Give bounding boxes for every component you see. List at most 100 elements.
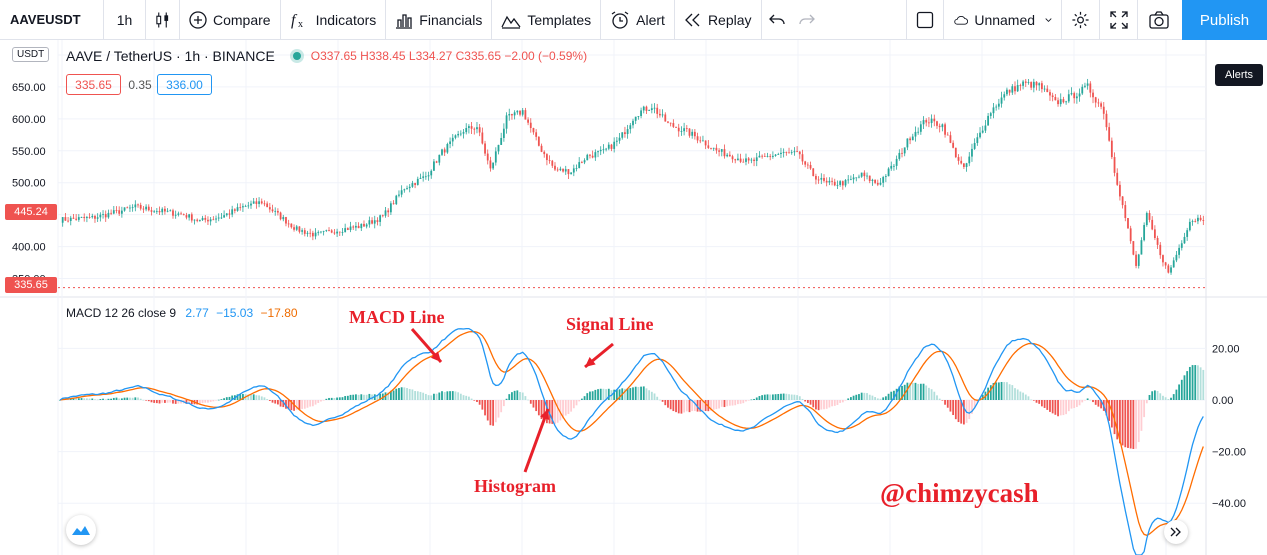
symbol-search-button[interactable]: AAVEUSDT (0, 0, 104, 40)
tradingview-logo-button[interactable] (66, 515, 96, 545)
candle-body (543, 151, 546, 155)
candle-body (357, 225, 360, 229)
candle-body (1151, 219, 1154, 230)
histogram-bar (677, 400, 680, 414)
candle-body (761, 155, 764, 157)
financials-button[interactable]: Financials (386, 0, 493, 40)
candle-body (61, 217, 64, 223)
sell-price-box[interactable]: 335.65 (66, 74, 121, 95)
histogram-bar (1043, 400, 1046, 408)
candle-body (298, 226, 301, 232)
histogram-arrow (523, 408, 550, 473)
candle-body (941, 124, 944, 128)
undo-button[interactable] (762, 0, 792, 40)
histogram-bar (287, 400, 290, 410)
histogram-bar (1092, 400, 1094, 403)
histogram-bar (239, 394, 242, 400)
histogram-bar (1038, 400, 1041, 404)
candle-body (1199, 217, 1202, 221)
histogram-bar (1175, 389, 1178, 400)
histogram-bar (806, 400, 809, 404)
histogram-bar (919, 383, 922, 400)
histogram-bar (1041, 400, 1043, 407)
histogram-bar (833, 400, 836, 406)
ohlc-values: O337.65 H338.45 L334.27 C335.65 −2.00 (−… (311, 49, 587, 63)
candle-body (1022, 81, 1024, 86)
histogram-bar (893, 390, 895, 400)
candle-body (419, 177, 422, 179)
histogram-bar (669, 400, 672, 410)
interval-button[interactable]: 1h (104, 0, 146, 40)
buy-price-box[interactable]: 336.00 (157, 74, 212, 95)
candle-body (1148, 213, 1151, 220)
histogram-bar (839, 400, 842, 403)
settings-button[interactable] (1062, 0, 1100, 40)
histogram-bar (277, 400, 279, 405)
histogram-bar (403, 387, 406, 400)
fullscreen-button[interactable] (1100, 0, 1138, 40)
candle-body (1197, 217, 1199, 222)
candle-body (500, 137, 503, 145)
histogram-bar (895, 388, 898, 400)
chart-type-button[interactable] (146, 0, 180, 40)
publish-button[interactable]: Publish (1182, 0, 1267, 40)
layout-menu-button[interactable]: Unnamed (944, 0, 1062, 40)
candle-body (556, 169, 559, 171)
candle-body (554, 165, 556, 170)
candle-body (497, 144, 500, 152)
candle-body (1170, 267, 1172, 273)
alerts-tab[interactable]: Alerts (1215, 64, 1263, 86)
histogram-bar (909, 382, 911, 400)
candle-body (502, 128, 505, 138)
histogram-bar (731, 400, 734, 406)
alert-button[interactable]: Alert (601, 0, 675, 40)
candle-body (441, 149, 443, 155)
candle-body (182, 214, 185, 216)
histogram-bar (562, 400, 564, 419)
high-value: 338.45 (368, 49, 406, 63)
candle-body (451, 137, 454, 142)
candle-body (349, 226, 352, 230)
candle-body (949, 135, 952, 143)
candle-body (809, 165, 812, 169)
histogram-bar (997, 382, 1000, 400)
histogram-bar (290, 400, 293, 411)
histogram-bar (311, 400, 314, 407)
histogram-bar (844, 400, 847, 401)
scroll-to-realtime-button[interactable] (1164, 520, 1188, 544)
candle-body (311, 232, 314, 237)
histogram-bar (338, 397, 341, 400)
histogram-bar (981, 394, 984, 400)
candle-body (952, 142, 955, 148)
histogram-bar (1140, 400, 1143, 431)
candle-body (1086, 83, 1089, 86)
candle-body (621, 132, 624, 138)
histogram-bar (427, 395, 430, 400)
candle-body (102, 214, 104, 215)
currency-badge[interactable]: USDT (12, 47, 50, 62)
fullscreen-layout-button[interactable] (906, 0, 944, 40)
candle-body (384, 210, 387, 216)
candle-body (303, 230, 306, 234)
replay-button[interactable]: Replay (675, 0, 762, 40)
histogram-bar (419, 391, 422, 400)
histogram-bar (225, 397, 228, 400)
histogram-bar (887, 393, 890, 400)
candle-body (207, 219, 209, 222)
candle-body (667, 121, 669, 123)
candle-body (1102, 106, 1105, 114)
candle-body (1089, 83, 1092, 93)
candle-body (1159, 244, 1162, 256)
compare-button[interactable]: Compare (180, 0, 281, 40)
snapshot-button[interactable] (1138, 0, 1180, 40)
chart-canvas[interactable]: 350.00400.00450.00500.00550.00600.00650.… (0, 40, 1267, 555)
histogram-bar (446, 391, 449, 400)
candle-body (693, 131, 696, 137)
templates-button[interactable]: Templates (492, 0, 602, 40)
candle-body (1051, 95, 1054, 98)
histogram-bar (298, 400, 301, 410)
redo-button[interactable] (792, 0, 822, 40)
candle-body (1129, 228, 1132, 242)
histogram-bar (145, 400, 147, 401)
